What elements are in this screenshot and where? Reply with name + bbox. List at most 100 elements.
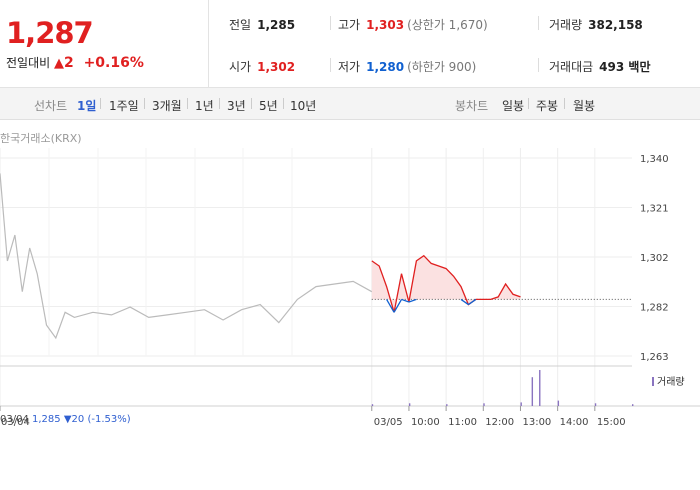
open-label: 시가: [229, 60, 252, 74]
down-arrow-icon: ▼: [63, 414, 72, 425]
lower-limit: (하한가 900): [407, 60, 477, 74]
high-value: 1,303: [366, 18, 405, 32]
change-amount: 2: [64, 55, 74, 71]
x-tick-label: 10:00: [411, 417, 440, 428]
divider: [538, 58, 539, 72]
tab-10y[interactable]: 10년: [290, 99, 317, 113]
prev-day-summary: 03/04 1,285 ▼20 (-1.53%): [0, 414, 131, 425]
chart-tabs: 선차트 1일 1주일 3개월 1년 3년 5년 10년 봉차트 일봉 주봉 월봉: [0, 88, 700, 120]
tab-5y[interactable]: 5년: [259, 99, 278, 113]
divider: [538, 16, 539, 30]
amount-label: 거래대금: [549, 60, 594, 74]
volume-bar: [371, 404, 374, 406]
data-source: 한국거래소(KRX): [0, 132, 82, 145]
tab-1w[interactable]: 1주일: [109, 99, 139, 113]
tab-daily[interactable]: 일봉: [502, 99, 525, 113]
today-area-fill: [371, 255, 521, 313]
y-tick-label: 1,282: [640, 303, 669, 314]
prev-close-cell: 전일 1,285: [229, 16, 295, 33]
change-label: 전일대비: [6, 56, 51, 70]
tab-1d[interactable]: 1일: [77, 99, 97, 113]
change-percent: +0.16%: [83, 55, 144, 71]
volume-bar: [446, 404, 448, 406]
y-tick-label: 1,321: [640, 204, 669, 215]
x-tick-label: 15:00: [597, 417, 626, 428]
open-cell: 시가 1,302: [229, 58, 295, 75]
volume-legend: 거래량: [652, 373, 685, 388]
tab-3y[interactable]: 3년: [227, 99, 246, 113]
prev-close-label: 전일: [229, 18, 252, 32]
high-cell: 고가 1,303 (상한가 1,670): [338, 16, 488, 33]
volume-bar: [594, 403, 597, 406]
price-change: 전일대비 ▲2 +0.16%: [6, 54, 144, 71]
y-tick-label: 1,263: [640, 352, 669, 363]
tab-weekly[interactable]: 주봉: [536, 99, 559, 113]
volume-label: 거래량: [549, 18, 583, 32]
y-tick-label: 1,302: [640, 253, 669, 264]
low-cell: 저가 1,280 (하한가 900): [338, 58, 476, 75]
price-summary: 1,287 전일대비 ▲2 +0.16%: [0, 0, 209, 87]
x-axis-ticks: 03/04 03/05 10:00 11:00 12:00 13:00 14:00 15:00: [0, 406, 626, 428]
amount-value: 493 백만: [599, 60, 651, 74]
volume-legend-swatch: [652, 377, 654, 386]
volume-bar: [408, 403, 411, 406]
x-tick-label: 13:00: [522, 417, 551, 428]
tab-3m[interactable]: 3개월: [152, 99, 182, 113]
divider: [330, 58, 331, 72]
x-tick-label: 12:00: [485, 417, 514, 428]
prev-day-close: 1,285: [32, 414, 61, 425]
prev-day-pct: (-1.53%): [87, 414, 131, 425]
volume-bar: [557, 400, 560, 406]
volume-bar: [483, 403, 485, 406]
below-reference-segments: [386, 298, 477, 313]
below-reference-segment: [408, 298, 417, 303]
high-label: 고가: [338, 18, 361, 32]
volume-legend-label: 거래량: [657, 377, 685, 388]
below-reference-segment: [468, 298, 477, 306]
x-tick-label: 03/05: [374, 417, 403, 428]
tab-divider: [144, 98, 145, 109]
amount-cell: 거래대금 493 백만: [549, 58, 650, 75]
tab-divider: [187, 98, 188, 109]
up-arrow-icon: ▲: [54, 56, 64, 71]
volume-value: 382,158: [588, 18, 643, 32]
volume-cell: 거래량 382,158: [549, 16, 643, 33]
current-price: 1,287: [6, 16, 94, 50]
volume-bar: [539, 370, 541, 406]
volume-bar: [632, 404, 634, 406]
low-value: 1,280: [366, 60, 405, 74]
today-line: [371, 254, 521, 313]
volume-bars: [371, 370, 634, 406]
below-reference-segment: [393, 299, 403, 313]
prev-close-value: 1,285: [257, 18, 296, 32]
x-tick-label: 03/04: [1, 417, 30, 428]
y-tick-label: 1,340: [640, 154, 669, 165]
x-tick-label: 11:00: [448, 417, 477, 428]
low-label: 저가: [338, 60, 361, 74]
open-value: 1,302: [257, 60, 296, 74]
tab-monthly[interactable]: 월봉: [573, 99, 596, 113]
tab-divider: [564, 98, 565, 109]
divider: [330, 16, 331, 30]
volume-bar: [520, 402, 522, 406]
tab-divider: [100, 98, 101, 109]
prev-day-line: [0, 173, 373, 340]
tab-divider: [219, 98, 220, 109]
candle-chart-label: 봉차트: [455, 99, 489, 113]
y-axis-ticks: 1,340 1,321 1,302 1,282 1,263: [640, 154, 669, 363]
tab-divider: [251, 98, 252, 109]
tab-divider: [283, 98, 284, 109]
x-tick-label: 14:00: [560, 417, 589, 428]
chart-grid: [0, 148, 700, 407]
below-reference-segment: [460, 298, 469, 306]
below-reference-segment: [386, 299, 395, 313]
tab-divider: [528, 98, 529, 109]
prev-day-date: 03/04: [0, 414, 29, 425]
quote-panel: 1,287 전일대비 ▲2 +0.16% 전일 1,285 고가 1,303 (상한가…: [0, 0, 700, 88]
prev-day-change: 20: [71, 414, 85, 425]
upper-limit: (상한가 1,670): [407, 18, 488, 32]
below-reference-segment: [401, 298, 410, 303]
tab-1y[interactable]: 1년: [195, 99, 214, 113]
line-chart-label: 선차트: [34, 99, 68, 113]
